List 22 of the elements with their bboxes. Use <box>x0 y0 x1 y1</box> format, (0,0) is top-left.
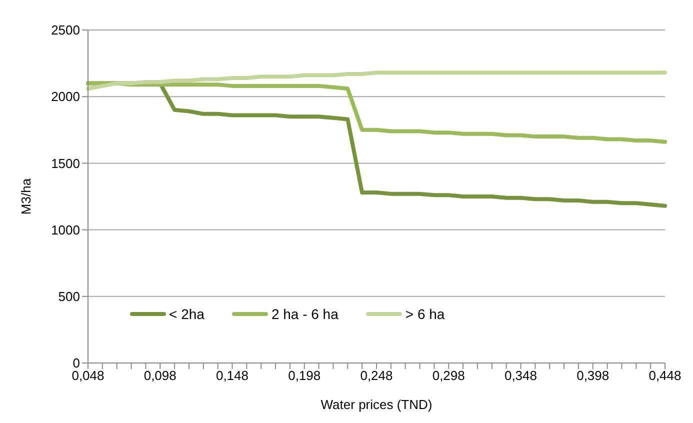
x-tick-label: 0,348 <box>504 368 538 384</box>
y-tick-label: 1000 <box>51 222 80 238</box>
y-tick-label: 0 <box>72 356 80 371</box>
x-tick-label: 0,248 <box>360 368 393 384</box>
x-tick-label: 0,298 <box>432 368 465 384</box>
x-axis-title: Water prices (TND) <box>320 397 432 412</box>
y-tick-label: 2500 <box>51 22 80 38</box>
line-series <box>86 81 667 144</box>
legend-label: > 6 ha <box>405 306 445 322</box>
y-axis-title: M3/ha <box>18 178 34 215</box>
x-tick-label: 0,098 <box>144 368 176 384</box>
legend-label: < 2ha <box>169 306 204 322</box>
x-tick-label: 0,048 <box>72 368 104 384</box>
x-tick-label: 0,448 <box>648 368 682 384</box>
x-tick-label: 0,398 <box>576 368 610 384</box>
x-tick-label: 0,148 <box>216 368 249 384</box>
y-tick-label: 2000 <box>51 89 80 104</box>
x-tick-label: 0,198 <box>288 368 321 384</box>
y-tick-label: 1500 <box>51 156 80 171</box>
line-series <box>86 70 667 91</box>
legend-label: 2 ha - 6 ha <box>271 306 338 322</box>
y-tick-label: 500 <box>58 289 80 304</box>
